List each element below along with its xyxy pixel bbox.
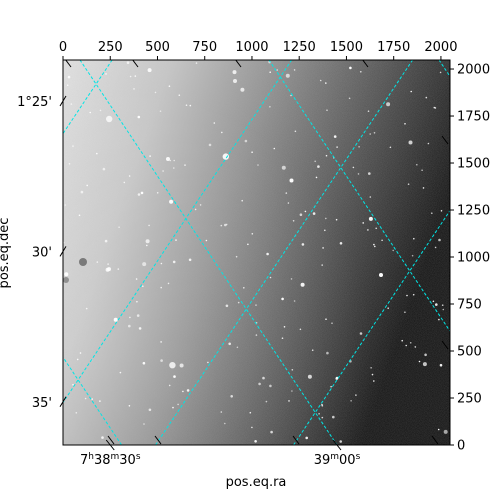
dec-tick-label: 30' xyxy=(32,245,52,260)
coordinate-grid xyxy=(63,60,450,445)
right-tick-label: 1000 xyxy=(457,251,490,266)
right-tick-label: 2000 xyxy=(457,63,490,78)
grid-edge-tick xyxy=(292,435,300,445)
ra-grid-line xyxy=(155,60,414,445)
ra-grid-line xyxy=(63,60,113,135)
top-pixel-axis: 0 250 500 750 1000 1250 1500 1750 2000 xyxy=(59,40,457,60)
right-pixel-axis: 0 250 500 750 1000 1250 1500 1750 2000 xyxy=(450,63,490,454)
ra-grid-line xyxy=(293,209,450,445)
top-tick-label: 0 xyxy=(59,40,67,55)
right-tick-label: 1750 xyxy=(457,110,490,125)
bottom-ra-axis: 7h38m30s 39m00s xyxy=(80,439,361,468)
ra-tick-label: 39m00s xyxy=(314,452,361,468)
right-tick-label: 750 xyxy=(457,298,482,313)
left-dec-axis: 1°25' 30' 35' xyxy=(17,95,67,411)
right-tick-label: 250 xyxy=(457,392,482,407)
top-tick-label: 1000 xyxy=(235,40,268,55)
dec-grid-line xyxy=(268,60,450,333)
top-tick-label: 2000 xyxy=(424,40,457,55)
ra-axis-label: pos.eq.ra xyxy=(226,475,287,490)
top-tick-label: 500 xyxy=(145,40,170,55)
top-tick-label: 1750 xyxy=(377,40,410,55)
dec-grid-line xyxy=(79,60,338,445)
ra-grid-line xyxy=(63,60,293,404)
dec-axis-label: pos.eq.dec xyxy=(0,218,12,289)
dec-tick-label: 35' xyxy=(32,396,52,411)
dec-tick-mark xyxy=(59,95,67,107)
dec-grid-line xyxy=(63,356,122,445)
right-tick-label: 1500 xyxy=(457,157,490,172)
dec-tick-mark xyxy=(59,396,67,408)
dec-tick-mark xyxy=(59,246,67,257)
grid-edge-tick xyxy=(441,135,449,145)
right-tick-label: 1250 xyxy=(457,204,490,219)
top-tick-label: 250 xyxy=(98,40,123,55)
dec-tick-label: 1°25' xyxy=(17,95,52,110)
right-tick-label: 0 xyxy=(457,439,465,454)
ra-tick-mark xyxy=(332,439,342,451)
top-tick-label: 1500 xyxy=(330,40,363,55)
sky-image xyxy=(63,60,450,445)
top-tick-label: 750 xyxy=(192,40,217,55)
grid-edge-tick xyxy=(154,435,162,445)
star-field xyxy=(63,60,448,443)
grid-edge-tick xyxy=(107,435,115,445)
axes-frame xyxy=(62,59,451,446)
top-tick-label: 1250 xyxy=(283,40,316,55)
grid-edge-tick xyxy=(441,340,449,350)
grid-edge-tick xyxy=(431,435,439,445)
ra-tick-mark xyxy=(105,439,115,451)
right-tick-label: 500 xyxy=(457,345,482,360)
ra-tick-label: 7h38m30s xyxy=(80,452,141,468)
